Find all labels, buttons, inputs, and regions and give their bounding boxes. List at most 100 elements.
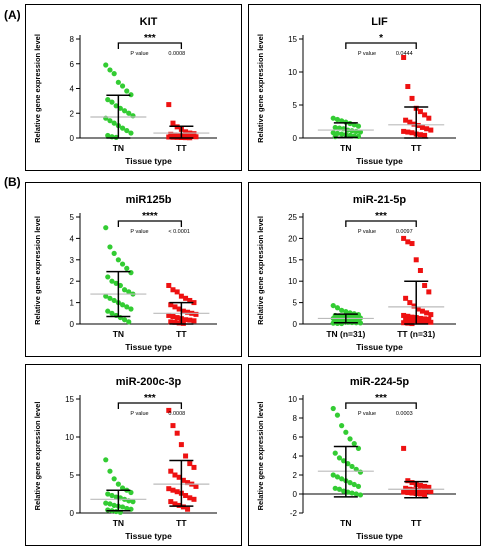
category-tt-point	[428, 312, 434, 318]
significance-bracket	[117, 220, 183, 227]
category-tt-point	[405, 313, 411, 319]
category-tn-point	[351, 481, 357, 488]
y-tick-label: 5	[293, 101, 298, 110]
y-tick-label: 5	[70, 471, 75, 480]
category-tt-point	[168, 468, 174, 474]
chart-panel-mir125b: miR125b Relative gene expression level 0 1 2…	[25, 182, 242, 357]
category-tt-point	[193, 134, 199, 140]
category-tn-point	[336, 486, 343, 492]
category-tt-point	[183, 493, 189, 499]
y-tick-label: 25	[288, 213, 297, 222]
chart-panel-mir224: miR-224-5p Relative gene expression level…	[248, 364, 481, 546]
category-tn-point	[126, 289, 132, 295]
category-tn-point	[111, 250, 117, 256]
category-tt-point	[426, 289, 432, 295]
category-tt-point	[405, 84, 411, 90]
category-tn-point	[347, 480, 353, 486]
chart-panel-kit: KIT Relative gene expression level 0 2 4 6 8 TN…	[25, 4, 242, 171]
category-tt-point	[419, 124, 425, 130]
x-axis-label: Tissue type	[125, 531, 172, 541]
category-tt-point	[176, 502, 182, 508]
category-tt-point	[166, 282, 172, 288]
category-tt-point	[187, 461, 193, 467]
category-tn-point	[357, 129, 364, 135]
category-tt-point	[401, 489, 407, 495]
pvalue-label: P value	[130, 51, 148, 57]
category-tn-point	[119, 125, 126, 131]
category-tn-point	[109, 310, 115, 316]
category-tn-point	[341, 488, 347, 494]
y-tick-label: 10	[65, 433, 74, 442]
category-tn-point	[113, 494, 119, 500]
category-tn-point	[119, 504, 126, 510]
category-tt-point	[419, 488, 425, 494]
category-tt-point	[176, 320, 182, 326]
category-tn-point	[105, 308, 111, 314]
category-tn-point	[107, 295, 113, 301]
significance-stars: ***	[144, 393, 156, 404]
pvalue-value: < 0.0001	[168, 229, 190, 235]
category-tn-label: TN	[340, 518, 351, 528]
category-tn-point	[119, 302, 126, 308]
category-tn-point	[357, 320, 364, 326]
category-tt-point	[409, 241, 415, 247]
y-tick-label: 2	[70, 277, 75, 286]
category-tt-point	[401, 445, 407, 451]
category-tt-point	[180, 504, 186, 510]
category-tt-point	[419, 308, 425, 314]
category-tn-label: TN (n=31)	[326, 329, 365, 339]
category-tt-point	[191, 318, 197, 324]
category-tn-point	[124, 265, 130, 271]
category-tt-point	[401, 235, 407, 241]
y-tick-label: 5	[70, 213, 75, 222]
category-tn-label: TN	[113, 329, 124, 339]
y-tick-label: 1	[70, 299, 75, 308]
y-tick-label: 8	[70, 35, 75, 44]
category-tn-point	[113, 103, 119, 109]
y-axis-label: Relative gene expression level	[256, 34, 265, 143]
pvalue-value: 0.0003	[396, 411, 413, 417]
category-tn-point	[351, 441, 357, 447]
pvalue-label: P value	[358, 411, 376, 417]
category-tt-point	[170, 314, 176, 320]
category-tn-label: TN	[113, 518, 124, 528]
category-tn-point	[339, 423, 345, 429]
category-tn-point	[119, 485, 126, 491]
significance-stars: ****	[142, 211, 158, 222]
pvalue-value: 0.0008	[168, 51, 185, 57]
category-tt-point	[187, 317, 193, 323]
category-tn-point	[349, 463, 355, 470]
pvalue-value: 0.0008	[168, 411, 185, 417]
chart-title: LIF	[371, 16, 388, 28]
category-tt-point	[415, 306, 421, 312]
category-tn-label: TN	[113, 143, 124, 153]
category-tt-point	[178, 293, 184, 299]
category-tn-point	[107, 244, 113, 250]
y-tick-label: 4	[70, 85, 75, 94]
y-axis-label: Relative gene expression level	[256, 402, 265, 511]
category-tn-point	[355, 123, 362, 129]
y-tick-label: 4	[293, 452, 298, 461]
category-tt-point	[185, 506, 191, 512]
category-tt-point	[191, 464, 197, 470]
category-tt-point	[166, 312, 172, 318]
category-tn-point	[107, 501, 113, 507]
pvalue-label: P value	[358, 51, 376, 57]
category-tt-point	[422, 491, 428, 497]
significance-stars: *	[379, 33, 383, 44]
category-tt-point	[193, 483, 199, 489]
chart-mir224: miR-224-5p Relative gene expression level…	[256, 376, 456, 541]
category-tn-point	[103, 225, 109, 231]
category-tn-point	[103, 62, 109, 68]
y-tick-label: 10	[288, 277, 297, 286]
category-tt-point	[426, 484, 432, 490]
y-tick-label: 15	[288, 35, 297, 44]
category-tt-point	[405, 320, 411, 326]
category-tt-point	[411, 303, 417, 309]
category-tt-point	[401, 128, 407, 134]
category-tn-point	[105, 274, 111, 280]
category-tt-point	[168, 131, 174, 137]
category-tt-point	[405, 239, 411, 245]
category-tt-point	[193, 311, 199, 317]
category-tn-point	[103, 500, 109, 506]
